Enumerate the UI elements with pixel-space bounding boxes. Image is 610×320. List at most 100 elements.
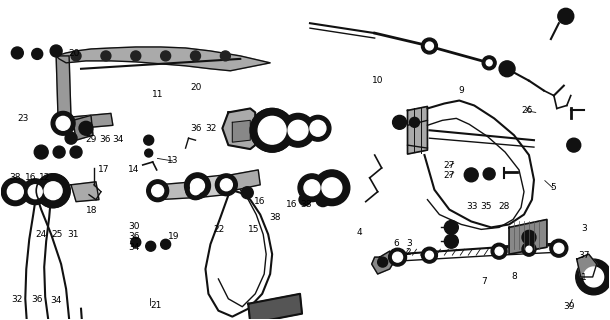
Circle shape [425, 42, 434, 50]
Circle shape [584, 267, 604, 287]
Text: 24: 24 [35, 230, 46, 239]
Circle shape [36, 174, 70, 208]
Circle shape [50, 45, 62, 57]
Circle shape [51, 111, 75, 135]
Text: 9: 9 [459, 86, 465, 95]
Circle shape [444, 220, 458, 234]
Circle shape [322, 178, 342, 198]
Text: 13: 13 [167, 156, 178, 165]
Circle shape [144, 135, 154, 145]
Text: 38: 38 [301, 200, 312, 209]
Circle shape [28, 185, 42, 199]
Circle shape [185, 180, 206, 200]
Text: 20: 20 [68, 49, 80, 58]
Text: 19: 19 [168, 232, 179, 241]
Polygon shape [71, 182, 99, 202]
Circle shape [23, 179, 48, 204]
Text: 38: 38 [269, 212, 281, 222]
Circle shape [70, 146, 82, 158]
Text: 32: 32 [205, 124, 217, 133]
Text: 38: 38 [9, 173, 21, 182]
Circle shape [310, 120, 326, 136]
Text: 34: 34 [112, 135, 124, 144]
Circle shape [389, 248, 406, 266]
Circle shape [190, 51, 201, 61]
Circle shape [576, 259, 610, 295]
Circle shape [215, 174, 237, 196]
Text: 30: 30 [128, 222, 140, 231]
Circle shape [425, 251, 434, 259]
Circle shape [522, 242, 536, 256]
Circle shape [101, 51, 111, 61]
Text: 23: 23 [17, 114, 28, 123]
Circle shape [71, 51, 81, 61]
Text: 25: 25 [52, 230, 63, 239]
Circle shape [526, 246, 532, 252]
Text: 27: 27 [444, 161, 455, 170]
Circle shape [567, 138, 581, 152]
Text: 22: 22 [213, 225, 224, 234]
Circle shape [160, 239, 171, 249]
Text: 36: 36 [31, 295, 42, 304]
Circle shape [299, 194, 311, 206]
Text: 12: 12 [40, 173, 51, 182]
Text: 16: 16 [25, 173, 36, 182]
Polygon shape [577, 254, 597, 277]
Circle shape [393, 116, 406, 129]
Text: 8: 8 [512, 272, 517, 281]
Circle shape [444, 234, 458, 248]
Text: 1: 1 [581, 273, 587, 282]
Text: 15: 15 [248, 225, 259, 234]
Circle shape [558, 8, 574, 24]
Polygon shape [225, 170, 260, 192]
Text: 32: 32 [11, 295, 22, 304]
Circle shape [522, 230, 536, 244]
Circle shape [298, 174, 326, 202]
Circle shape [53, 146, 65, 158]
Circle shape [1, 178, 29, 206]
Circle shape [190, 185, 201, 195]
Circle shape [79, 121, 93, 135]
Text: 36: 36 [99, 135, 110, 144]
Circle shape [258, 116, 286, 144]
Circle shape [146, 241, 156, 251]
Circle shape [378, 257, 387, 267]
Polygon shape [198, 175, 225, 198]
Circle shape [482, 56, 496, 70]
Circle shape [393, 252, 403, 262]
Circle shape [32, 48, 43, 60]
Polygon shape [371, 251, 396, 274]
Polygon shape [73, 116, 93, 140]
Circle shape [190, 179, 204, 193]
Text: 26: 26 [521, 106, 533, 115]
Circle shape [56, 116, 70, 130]
Circle shape [131, 237, 141, 247]
Circle shape [304, 180, 320, 196]
Circle shape [160, 51, 171, 61]
Polygon shape [56, 47, 270, 71]
Polygon shape [248, 294, 302, 320]
Polygon shape [56, 113, 113, 130]
Circle shape [185, 173, 210, 199]
Polygon shape [159, 182, 193, 200]
Circle shape [242, 187, 253, 199]
Polygon shape [509, 220, 547, 254]
Circle shape [12, 47, 23, 59]
Text: 4: 4 [357, 228, 362, 237]
Circle shape [314, 170, 350, 206]
Circle shape [34, 145, 48, 159]
Circle shape [281, 113, 315, 147]
Text: 36: 36 [190, 124, 201, 133]
Circle shape [483, 168, 495, 180]
Text: 16: 16 [254, 197, 265, 206]
Circle shape [65, 132, 77, 144]
Circle shape [550, 239, 568, 257]
Text: 5: 5 [550, 183, 556, 192]
Text: 3: 3 [407, 239, 412, 248]
Text: 3: 3 [581, 224, 587, 233]
Text: 21: 21 [151, 301, 162, 310]
Circle shape [495, 247, 503, 255]
Text: 20: 20 [190, 83, 201, 92]
Circle shape [7, 184, 23, 200]
Circle shape [288, 120, 308, 140]
